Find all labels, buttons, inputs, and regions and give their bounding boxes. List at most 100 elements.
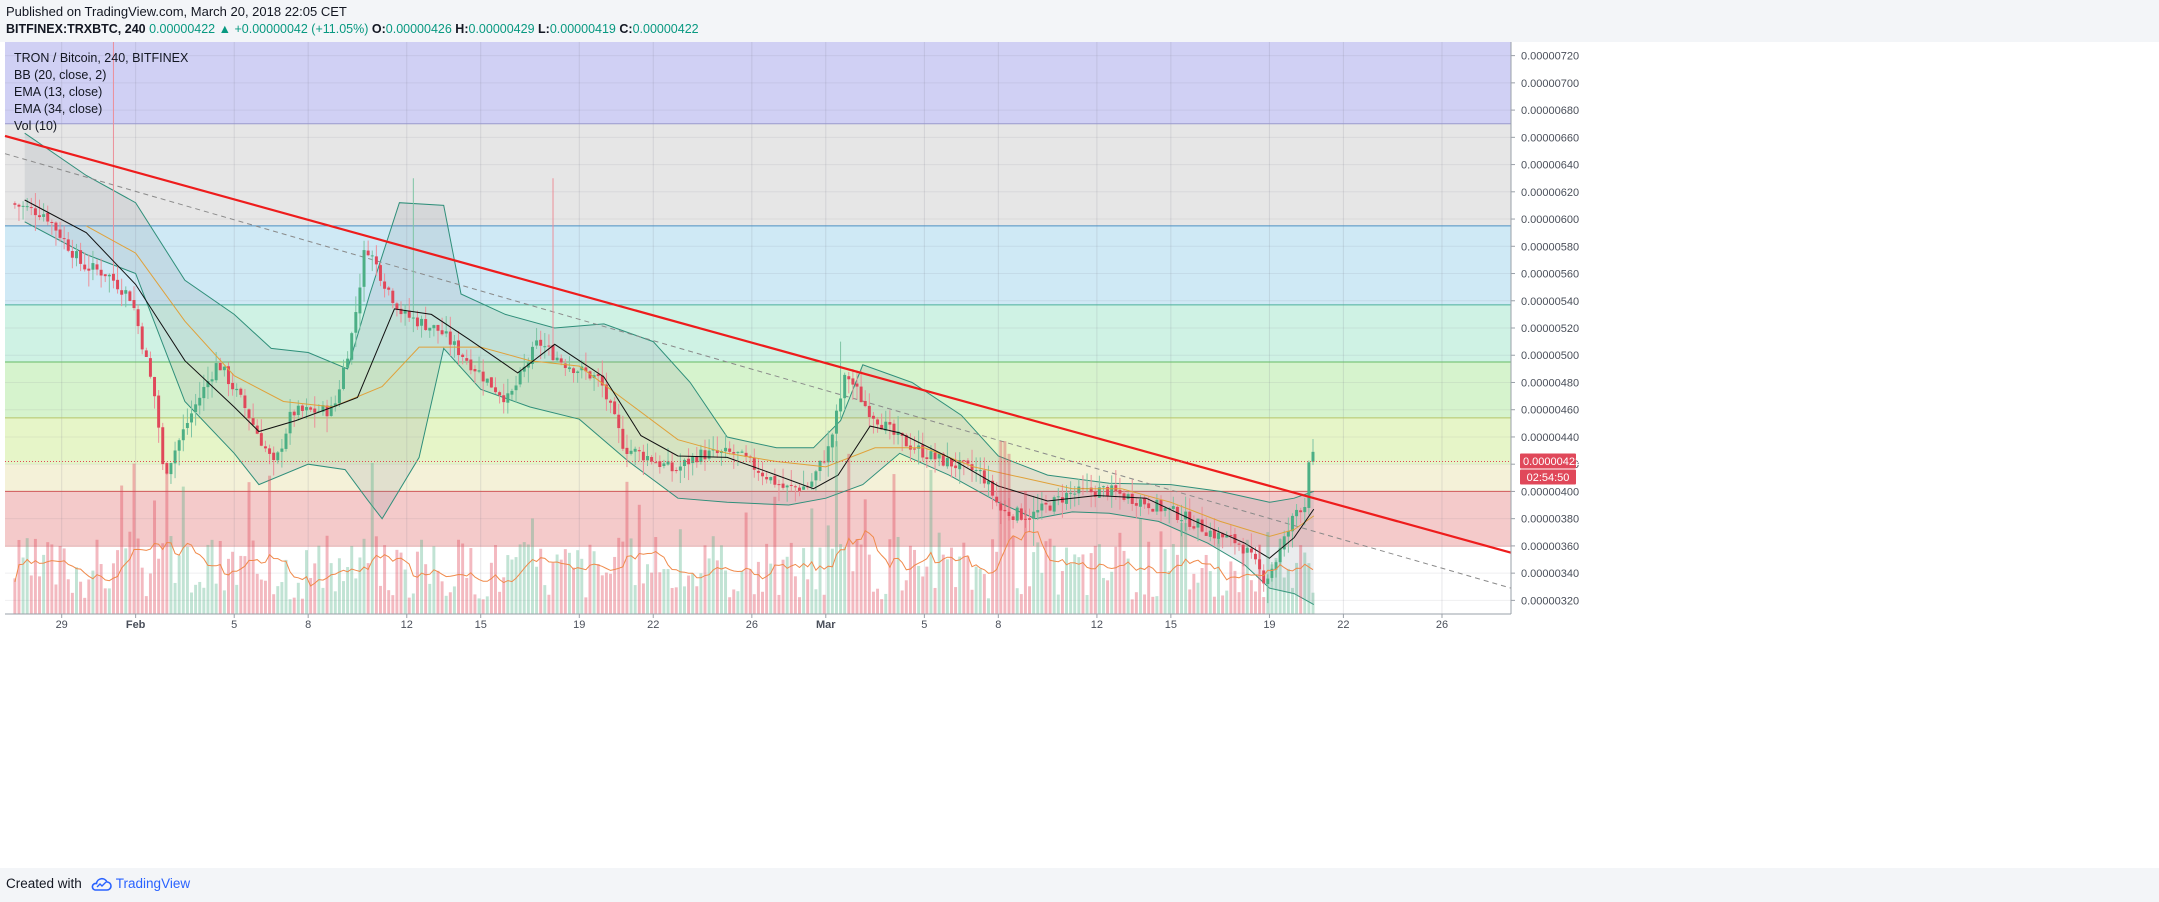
candle-body-118 — [498, 392, 502, 396]
candle-body-80 — [342, 367, 345, 389]
candle-body-176 — [736, 451, 740, 453]
candle-body-185 — [773, 475, 777, 485]
volume-bar-60 — [259, 579, 263, 614]
candle-body-314 — [1303, 507, 1307, 513]
candle-body-235 — [978, 470, 982, 472]
candle-body-265 — [1102, 486, 1105, 488]
price-tick-label-13: 0.00000580 — [1521, 241, 1579, 253]
candle-body-61 — [263, 446, 267, 449]
ema34-line — [86, 225, 1315, 537]
candle-body-245 — [1019, 508, 1023, 520]
candle-body-27 — [124, 290, 128, 294]
candle-body-92 — [391, 290, 395, 303]
candle-body-180 — [752, 457, 756, 470]
time-tick-label-9: Mar — [816, 619, 836, 631]
candle-body-167 — [699, 449, 703, 463]
volume-bar-238 — [991, 539, 995, 614]
candle-body-200 — [834, 410, 838, 434]
volume-bar-232 — [966, 556, 970, 614]
tradingview-logo[interactable]: TradingView — [90, 876, 190, 891]
volume-bar-94 — [399, 552, 403, 614]
candle-body-147 — [617, 414, 621, 429]
candle-body-88 — [374, 256, 378, 265]
time-tick-label-6: 19 — [573, 619, 585, 631]
candle-body-58 — [251, 418, 255, 425]
candle-body-3 — [25, 206, 29, 208]
time-tick-label-3: 8 — [305, 619, 311, 631]
chart-area[interactable]: 0.00000320 0.00000340 0.00000360 0.00000380… — [0, 42, 2159, 868]
candle-body-95 — [403, 310, 407, 314]
volume-bar-107 — [452, 586, 456, 614]
candle-body-131 — [551, 345, 555, 361]
volume-bar-155 — [650, 572, 654, 614]
price-chart[interactable]: 0.00000320 0.00000340 0.00000360 0.00000380… — [0, 42, 2159, 868]
last-price-tag-bg — [1520, 453, 1576, 469]
candle-body-10 — [54, 222, 58, 231]
volume-bar-119 — [502, 577, 506, 614]
volume-bar-291 — [1208, 571, 1212, 614]
volume-bar-314 — [1303, 552, 1307, 614]
candle-body-82 — [350, 333, 354, 360]
volume-bar-45 — [198, 581, 202, 614]
volume-bar-189 — [789, 542, 793, 614]
volume-bar-292 — [1212, 596, 1216, 614]
volume-bar-78 — [333, 591, 337, 614]
volume-bar-274 — [1138, 518, 1142, 614]
volume-bar-303 — [1258, 544, 1262, 614]
candle-body-309 — [1282, 536, 1286, 550]
volume-bar-30 — [136, 538, 140, 614]
volume-bar-206 — [859, 544, 863, 614]
volume-bar-285 — [1184, 523, 1188, 614]
volume-bar-239 — [995, 551, 999, 614]
volume-bar-99 — [420, 539, 424, 614]
volume-bar-230 — [958, 556, 962, 614]
legend-ema13[interactable]: EMA (13, close) — [14, 85, 103, 99]
volume-bar-195 — [814, 589, 818, 614]
candle-body-244 — [1015, 507, 1019, 521]
candle-body-288 — [1196, 518, 1200, 528]
volume-bar-109 — [461, 543, 465, 614]
volume-bar-240 — [999, 441, 1003, 614]
candle-body-140 — [588, 371, 592, 379]
candle-body-130 — [547, 345, 551, 347]
volume-bar-275 — [1143, 594, 1147, 614]
candle-body-31 — [140, 326, 144, 350]
candle-body-134 — [563, 363, 567, 369]
candle-body-282 — [1171, 506, 1175, 509]
volume-bar-198 — [826, 525, 830, 614]
legend-volume[interactable]: Vol (10) — [14, 119, 58, 133]
volume-bar-76 — [325, 535, 329, 614]
volume-bar-82 — [350, 545, 354, 614]
volume-bar-191 — [798, 597, 801, 614]
volume-bar-305 — [1266, 532, 1270, 614]
candle-body-177 — [740, 451, 744, 453]
candle-body-137 — [576, 371, 580, 373]
volume-bar-315 — [1307, 563, 1311, 614]
volume-bar-97 — [411, 593, 415, 614]
volume-bar-264 — [1097, 544, 1101, 614]
candle-body-142 — [596, 374, 600, 377]
candle-body-73 — [313, 408, 317, 413]
candle-body-268 — [1114, 485, 1118, 492]
candle-body-163 — [682, 459, 686, 466]
candle-body-109 — [461, 354, 465, 357]
volume-bar-57 — [247, 482, 251, 614]
time-tick-label-14: 19 — [1263, 619, 1275, 631]
volume-bar-1 — [17, 539, 21, 614]
legend-ema34[interactable]: EMA (34, close) — [14, 102, 103, 116]
volume-bar-51 — [222, 590, 226, 614]
candle-body-107 — [452, 341, 456, 345]
legend-title: TRON / Bitcoin, 240, BITFINEX — [14, 51, 189, 65]
volume-bar-247 — [1028, 586, 1032, 614]
dashed-trendline — [4, 153, 1512, 589]
candle-body-126 — [530, 346, 534, 365]
volume-bar-261 — [1085, 595, 1089, 614]
legend-bb[interactable]: BB (20, close, 2) — [14, 68, 107, 82]
candle-body-262 — [1089, 487, 1093, 493]
volume-bar-140 — [588, 544, 592, 614]
candle-body-146 — [613, 401, 617, 415]
volume-bar-255 — [1060, 571, 1064, 614]
candle-body-164 — [687, 458, 691, 465]
candle-body-280 — [1163, 507, 1167, 511]
candle-body-57 — [247, 409, 251, 419]
